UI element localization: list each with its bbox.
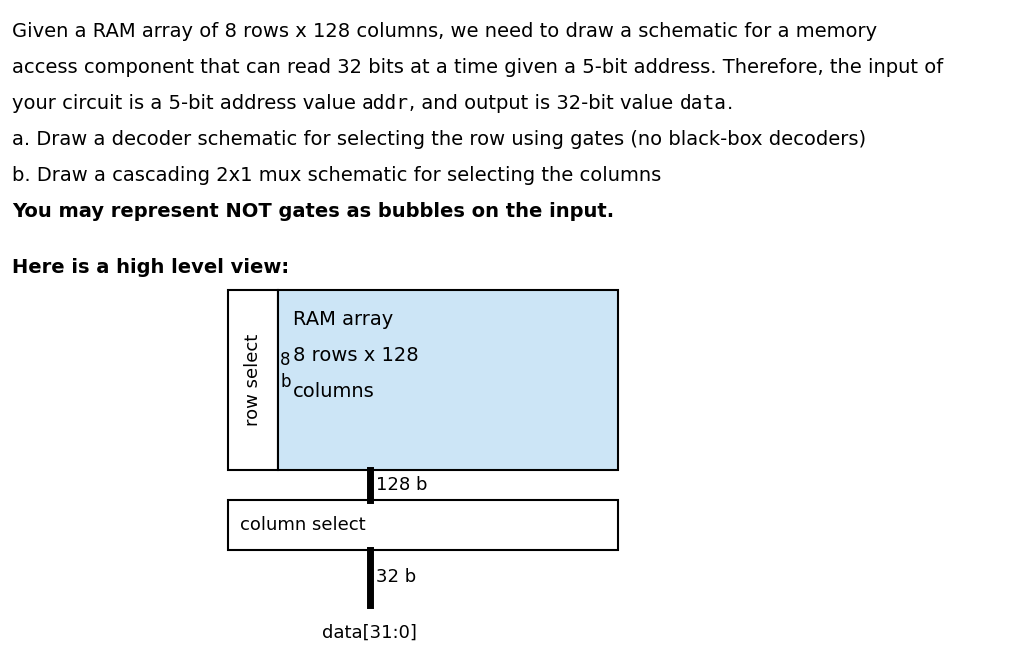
Text: .: . bbox=[726, 94, 733, 113]
Text: data[31:0]: data[31:0] bbox=[323, 624, 417, 642]
Text: b: b bbox=[280, 373, 291, 391]
Text: 8: 8 bbox=[280, 351, 291, 369]
Text: You may represent NOT gates as bubbles on the input.: You may represent NOT gates as bubbles o… bbox=[12, 202, 614, 221]
Text: a. Draw a decoder schematic for selecting the row using gates (no black-box deco: a. Draw a decoder schematic for selectin… bbox=[12, 130, 866, 149]
Text: your circuit is a 5-bit address value: your circuit is a 5-bit address value bbox=[12, 94, 362, 113]
Bar bbox=[228, 290, 278, 470]
Text: Here is a high level view:: Here is a high level view: bbox=[12, 258, 289, 277]
Text: addr: addr bbox=[362, 94, 410, 113]
Text: access component that can read 32 bits at a time given a 5-bit address. Therefor: access component that can read 32 bits a… bbox=[12, 58, 943, 77]
Text: row select: row select bbox=[244, 334, 262, 426]
Text: 128 b: 128 b bbox=[376, 476, 427, 494]
Text: data: data bbox=[680, 94, 726, 113]
Text: 8 rows x 128: 8 rows x 128 bbox=[293, 346, 419, 365]
Text: RAM array: RAM array bbox=[293, 310, 393, 329]
Text: Given a RAM array of 8 rows x 128 columns, we need to draw a schematic for a mem: Given a RAM array of 8 rows x 128 column… bbox=[12, 22, 878, 41]
Text: b. Draw a cascading 2x1 mux schematic for selecting the columns: b. Draw a cascading 2x1 mux schematic fo… bbox=[12, 166, 662, 185]
Text: , and output is 32-bit value: , and output is 32-bit value bbox=[410, 94, 680, 113]
Text: column select: column select bbox=[240, 516, 366, 534]
Bar bbox=[228, 500, 618, 550]
Text: columns: columns bbox=[293, 382, 375, 401]
Bar bbox=[278, 290, 618, 470]
Text: 32 b: 32 b bbox=[376, 568, 416, 586]
